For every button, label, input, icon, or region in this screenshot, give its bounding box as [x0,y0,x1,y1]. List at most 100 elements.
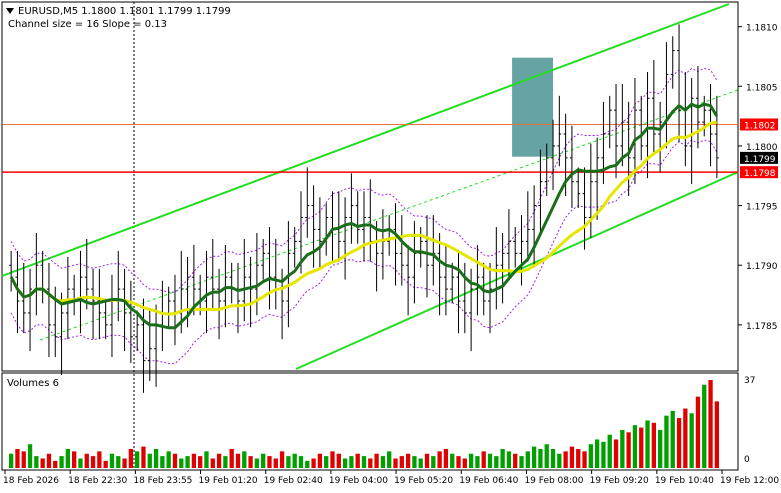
volume-bar [424,453,430,468]
volume-bar [179,458,184,468]
volume-bar [90,456,96,468]
x-tick-label: 19 Feb 10:40 [655,476,714,486]
volume-bar [286,456,291,468]
volume-bar [462,458,467,468]
volume-bar [229,448,234,468]
volume-bar [210,458,215,468]
slow-moving-average [9,120,718,316]
volume-bar [399,456,404,468]
x-tick-label: 19 Feb 02:40 [264,476,323,486]
volume-bar [557,453,562,468]
volume-bar [525,451,530,468]
volume-bar [487,453,493,468]
volume-bar [639,427,644,468]
price-label-text: 1.1799 [744,155,776,165]
volume-bar [620,429,625,468]
volume-bar [153,448,159,468]
volume-bar [317,453,323,468]
volume-bar [204,451,209,468]
volume-bar [683,408,688,468]
volume-bar [626,432,631,468]
y-axis: 1.1810 1.1805 1.1800 1.1795 1.1790 1.1785 37 0 [738,24,778,465]
volume-bar [349,456,354,468]
volume-bar [59,456,64,468]
volume-bar [116,456,121,468]
volume-bar [569,446,575,468]
volume-bar [223,456,228,468]
volume-bar [141,446,146,468]
volume-bar [235,453,241,468]
fast-moving-average [9,102,719,330]
x-tick-label: 18 Feb 22:30 [68,476,127,486]
volume-bar [254,458,260,468]
volume-bar [613,439,619,468]
volume-bar [645,420,650,468]
highlight-box [512,57,554,157]
y-tick-label: 1.1790 [746,262,778,272]
volume-bar [689,413,694,468]
volume-bar [147,453,152,468]
volume-bar [78,458,83,468]
dropdown-arrow-icon[interactable] [6,8,14,14]
volume-bar [405,453,411,468]
volume-bar [374,453,379,468]
volume-bar [506,451,512,468]
volume-bar [185,456,190,468]
volume-bar [418,458,423,468]
envelope-upper [10,67,718,293]
x-axis: 18 Feb 2026 18 Feb 22:30 18 Feb 23:55 19 Fe… [3,470,779,486]
price-label-box [740,166,778,179]
volume-bar [513,453,518,468]
volume-bar [588,444,593,468]
volume-bar [443,448,449,468]
volume-bar [72,451,77,468]
volume-bar [65,448,71,468]
volume-bar [695,396,701,468]
price-label-layer: 1.1802 1.1799 1.1798 [740,118,778,179]
volume-bar [412,456,417,468]
volume-bar [582,451,587,468]
volume-bar [387,451,392,468]
x-tick-label: 19 Feb 12:00 [720,476,779,486]
volume-tick-label: 0 [744,455,750,465]
volume-bar [657,429,663,468]
volume-bar [336,453,341,468]
volume-bar [500,448,505,468]
volume-bar [330,451,335,468]
volume-bar [481,451,486,468]
volume-bar [248,456,253,468]
volume-bar [368,458,373,468]
x-tick-label: 19 Feb 04:00 [329,476,388,486]
x-tick-label: 19 Feb 09:20 [590,476,649,486]
volume-bar [601,441,606,468]
volume-bar [122,458,127,468]
volume-bar [708,380,713,468]
volume-bar [305,460,310,468]
price-label-text: 1.1802 [744,121,776,131]
volume-tick-label: 37 [744,376,755,386]
volume-bar [538,448,543,468]
volume-bar [103,460,108,468]
volume-bar [109,453,115,468]
volume-bar [702,384,707,468]
volume-bar [198,456,203,468]
volume-bar [27,444,33,468]
volume-bar [450,453,455,468]
volume-bar [437,451,442,468]
highlight-box-layer [512,57,554,157]
volume-bar [651,422,656,468]
volume-bar [393,458,398,468]
volume-bar [544,444,549,468]
volume-bar [380,456,386,468]
volume-bar [135,451,140,468]
volume-bar [468,453,474,468]
y-tick-label: 1.1805 [746,83,778,93]
volume-bar [97,451,102,468]
y-tick-label: 1.1785 [746,322,778,332]
volume-bar [355,453,360,468]
volume-bar [84,453,89,468]
volume-bar [298,456,304,468]
volume-bar [311,458,316,468]
volume-bar [670,410,675,468]
volume-bar [519,456,524,468]
